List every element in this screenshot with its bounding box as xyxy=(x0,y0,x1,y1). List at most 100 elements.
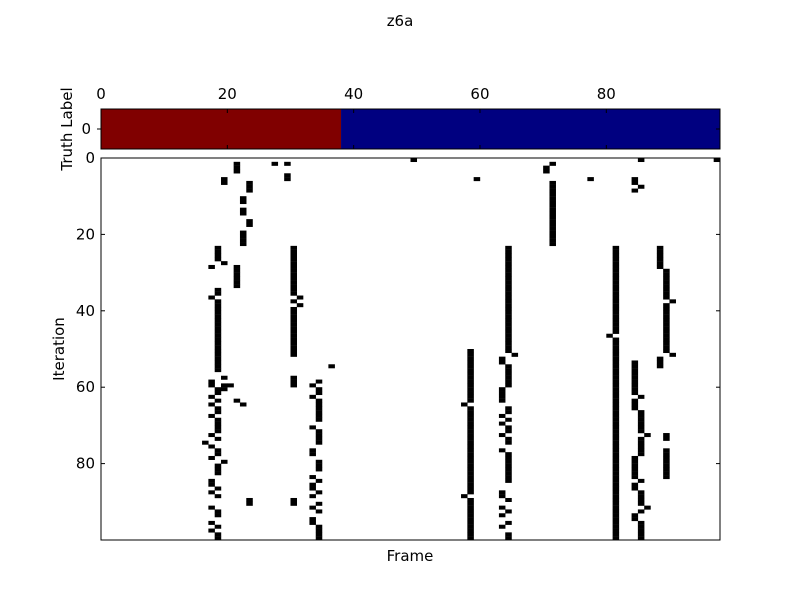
heatmap-cell xyxy=(549,234,556,239)
heatmap-cell xyxy=(309,425,316,430)
heatmap-cell xyxy=(315,417,323,422)
heatmap-cell xyxy=(246,180,253,185)
heatmap-cell xyxy=(221,177,228,182)
heatmap-cell xyxy=(505,429,512,434)
heatmap-cell xyxy=(612,406,620,411)
heatmap-cell xyxy=(467,478,474,483)
heatmap-cell xyxy=(315,478,323,483)
heatmap-cell xyxy=(214,257,222,262)
heatmap-cell xyxy=(656,364,664,369)
heatmap-cell xyxy=(631,360,639,365)
heatmap-cell xyxy=(612,429,620,434)
heatmap-cell xyxy=(290,257,298,262)
heatmap-cell xyxy=(663,349,670,354)
heatmap-cell xyxy=(656,264,664,269)
heatmap-cell xyxy=(467,387,474,392)
heatmap-cell xyxy=(663,467,670,472)
heatmap-cell xyxy=(467,520,474,525)
heatmap-cell xyxy=(467,398,474,403)
heatmap-cell xyxy=(663,295,670,300)
heatmap-cell xyxy=(290,276,298,281)
heatmap-cell xyxy=(214,452,222,457)
heatmap-cell xyxy=(612,501,620,506)
heatmap-cell xyxy=(505,455,512,460)
heatmap-cell xyxy=(549,192,556,197)
chart-title: z6a xyxy=(387,12,414,30)
heatmap-cell xyxy=(612,284,620,289)
heatmap-cell xyxy=(505,257,512,262)
heatmap-cell xyxy=(214,471,222,476)
heatmap-cell xyxy=(498,448,506,453)
heatmap-cell xyxy=(612,513,620,518)
heatmap-cell xyxy=(505,440,512,445)
truth-label-segment-0 xyxy=(101,109,342,149)
heatmap-cell xyxy=(290,345,298,350)
heatmap-cell xyxy=(290,379,298,384)
heatmap-cell xyxy=(296,303,304,308)
heatmap-cell xyxy=(467,455,474,460)
heatmap-cell xyxy=(315,379,323,384)
heatmap-cell xyxy=(290,326,298,331)
heatmap-cell xyxy=(631,486,639,491)
heatmap-cell xyxy=(221,459,228,464)
heatmap-cell xyxy=(505,253,512,258)
heatmap-cell xyxy=(612,490,620,495)
heatmap-cell xyxy=(284,173,291,178)
y-tick-label: 0 xyxy=(85,149,95,167)
heatmap-cell xyxy=(473,177,481,182)
heatmap-y-ticks: 0 20 40 60 80 xyxy=(76,149,720,473)
heatmap-cell xyxy=(612,471,620,476)
heatmap-cell xyxy=(505,303,512,308)
heatmap-cell xyxy=(290,268,298,273)
heatmap-cell xyxy=(467,532,474,537)
heatmap-cell xyxy=(505,379,512,384)
heatmap-cell xyxy=(467,364,474,369)
heatmap-cell xyxy=(543,169,550,174)
heatmap-cell xyxy=(505,249,512,254)
heatmap-cell xyxy=(612,402,620,407)
heatmap-cell xyxy=(290,329,298,334)
heatmap-cell xyxy=(290,352,298,357)
heatmap-cell xyxy=(505,310,512,315)
truth-label-segment-1 xyxy=(341,109,720,149)
heatmap-cell xyxy=(612,299,620,304)
heatmap-main: 0 20 40 60 80 Frame Iteration xyxy=(50,149,721,565)
heatmap-cell xyxy=(612,387,620,392)
heatmap-cell xyxy=(214,245,222,250)
heatmap-cell xyxy=(315,463,323,468)
heatmap-cell xyxy=(631,402,639,407)
heatmap-cell xyxy=(214,486,222,491)
heatmap-cell xyxy=(612,360,620,365)
heatmap-cell xyxy=(290,287,298,292)
heatmap-cell xyxy=(505,341,512,346)
heatmap-cell xyxy=(246,188,253,193)
heatmap-cell xyxy=(505,276,512,281)
heatmap-cell xyxy=(549,230,556,235)
heatmap-cell xyxy=(631,364,639,369)
heatmap-cell xyxy=(214,333,222,338)
truth-label-strip: 0 20 40 60 80 0 Truth Label xyxy=(58,85,721,172)
heatmap-cell xyxy=(505,459,512,464)
heatmap-cell xyxy=(214,364,222,369)
heatmap-cell xyxy=(549,211,556,216)
heatmap-cell xyxy=(612,310,620,315)
heatmap-cell xyxy=(637,490,645,495)
heatmap-cell xyxy=(271,161,279,166)
heatmap-cell xyxy=(290,383,298,388)
heatmap-cell xyxy=(631,467,639,472)
heatmap-cell xyxy=(663,475,670,480)
heatmap-cell xyxy=(612,368,620,373)
heatmap-cell xyxy=(637,184,645,189)
heatmap-cell xyxy=(208,433,215,438)
heatmap-cell xyxy=(467,513,474,518)
heatmap-cell xyxy=(467,383,474,388)
x-tick-label: 80 xyxy=(597,85,616,103)
heatmap-cell xyxy=(549,215,556,220)
heatmap-cell xyxy=(505,383,512,388)
heatmap-cell xyxy=(612,410,620,415)
heatmap-cell xyxy=(656,356,664,361)
heatmap-cell xyxy=(309,517,316,522)
heatmap-cell xyxy=(214,532,222,537)
heatmap-cell xyxy=(214,291,222,296)
heatmap-cell xyxy=(631,379,639,384)
